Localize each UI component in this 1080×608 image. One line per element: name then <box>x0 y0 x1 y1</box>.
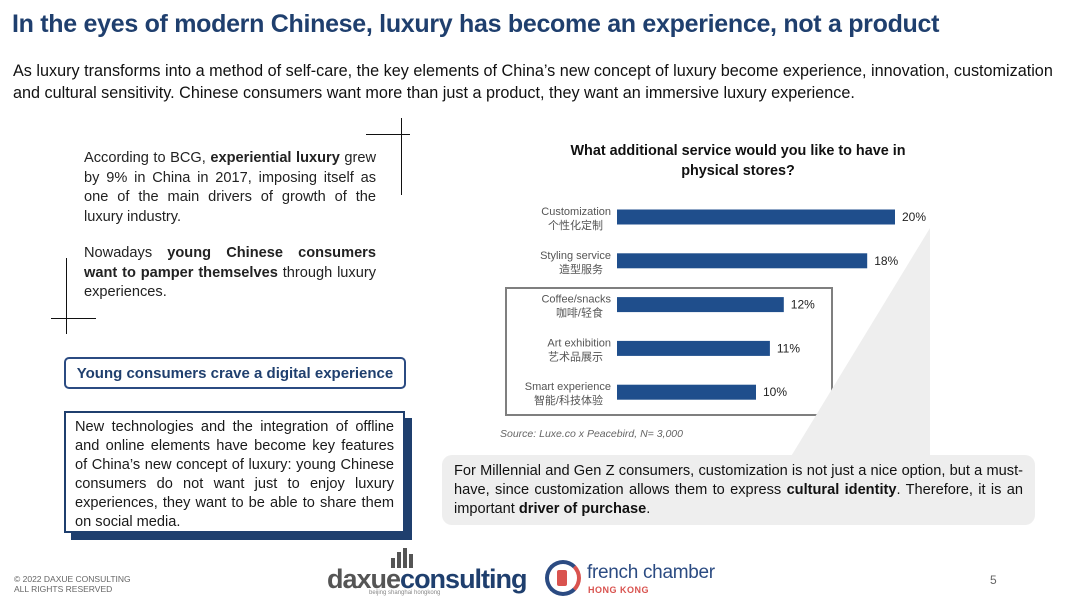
decor-line-h1 <box>366 134 410 135</box>
category-label-1: Styling service <box>540 250 611 262</box>
page-subtitle: As luxury transforms into a method of se… <box>13 62 1053 102</box>
young-text-bold: young Chinese consumers want to pamper t… <box>84 245 376 281</box>
bcg-text-bold: experiential luxury <box>210 150 340 166</box>
copyright-line-1: © 2022 DAXUE CONSULTING <box>14 574 131 584</box>
decor-line-v2 <box>66 258 67 334</box>
decor-line-v1 <box>401 118 402 195</box>
category-label-0: Customization <box>541 206 611 218</box>
bcg-text-c: grew by 9% in China in 2017, imposing it… <box>84 150 376 225</box>
chart-source: Source: Luxe.co x Peacebird, N= 3,000 <box>500 428 683 440</box>
copyright-line-2: ALL RIGHTS RESERVED <box>14 584 113 594</box>
french-chamber-name: french chamber <box>587 562 715 583</box>
category-label-cn-0: 个性化定制 <box>548 218 603 232</box>
daxue-tagline: beijing shanghai hongkong <box>369 590 441 596</box>
chart-highlight-frame <box>505 287 833 416</box>
callout-text-bold-2: driver of purchase <box>518 501 647 517</box>
callout-text-e: . <box>646 501 651 517</box>
young-text-c: through luxury experiences. <box>84 264 376 301</box>
daxue-word: daxue <box>327 564 401 594</box>
young-consumers-paragraph: Nowadays young Chinese consumers want to… <box>84 244 376 303</box>
bar-1 <box>617 253 868 269</box>
category-label-cn-1: 造型服务 <box>559 262 603 276</box>
decor-line-h2 <box>51 318 96 319</box>
bcg-paragraph: According to BCG, experiential luxury gr… <box>84 149 376 227</box>
customization-callout <box>442 455 1035 525</box>
callout-text-a: For Millennial and Gen Z consumers, cust… <box>454 463 1023 498</box>
callout-text-bold-1: cultural identity <box>786 482 897 498</box>
french-chamber-logo: french chamber HONG KONG <box>545 558 755 600</box>
young-text-a: Nowadays <box>84 245 168 261</box>
bar-value-label-1: 18% <box>874 254 898 268</box>
chart-title: What additional service would you like t… <box>570 143 906 179</box>
daxue-consulting-logo: daxueconsulting beijing shanghai hongkon… <box>327 548 537 604</box>
bar-0 <box>617 209 895 225</box>
french-chamber-sub: HONG KONG <box>588 585 650 595</box>
bar-value-label-0: 20% <box>902 210 926 224</box>
daxue-wordmark: daxueconsulting <box>327 564 528 595</box>
consulting-word: consulting <box>400 564 527 594</box>
copyright: © 2022 DAXUE CONSULTING ALL RIGHTS RESER… <box>14 574 131 594</box>
bcg-text-a: According to BCG, <box>84 150 211 166</box>
french-chamber-icon-inner <box>557 570 567 586</box>
page-number: 5 <box>990 573 997 587</box>
technology-text-box: New technologies and the integration of … <box>64 411 405 533</box>
digital-experience-label: Young consumers crave a digital experien… <box>64 357 406 389</box>
page-title: In the eyes of modern Chinese, luxury ha… <box>12 10 940 38</box>
callout-text-c: . Therefore, it is an important <box>454 482 1023 517</box>
french-chamber-icon <box>545 560 581 596</box>
customization-callout-text: For Millennial and Gen Z consumers, cust… <box>454 462 1023 519</box>
